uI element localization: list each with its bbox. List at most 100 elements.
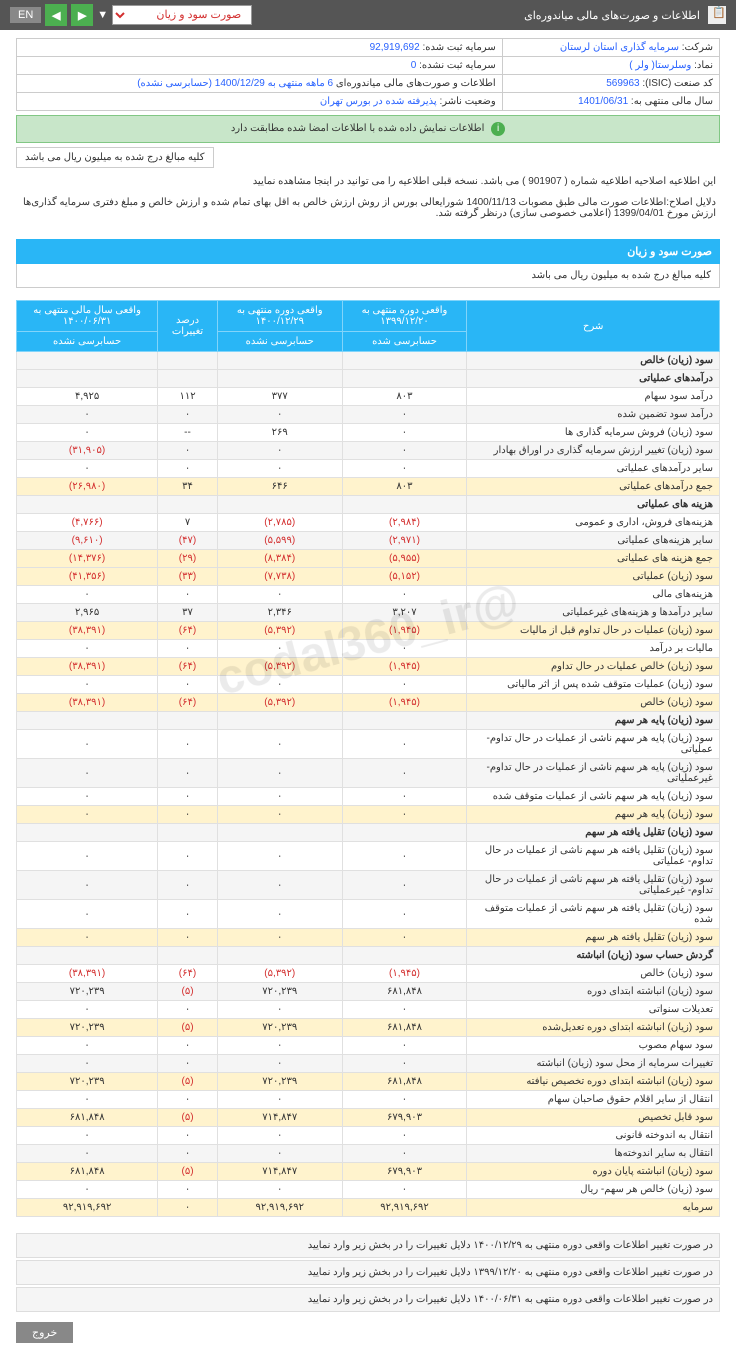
table-row: سود (زیان) خالص [17,352,720,370]
cell-c1: (۱,۹۴۵) [342,694,467,712]
cell-c2: (۵,۳۹۲) [217,965,342,983]
th-col1: واقعی دوره منتهی به ۱۳۹۹/۱۲/۲۰ [342,301,467,332]
footer-notes: در صورت تغییر اطلاعات واقعی دوره منتهی ب… [16,1233,720,1312]
isic-value: 569963 [606,78,639,89]
cell-c4: ۰ [17,759,158,788]
cell-c1: ۰ [342,1037,467,1055]
row-label: تغییرات سرمایه از محل سود (زیان) انباشته [467,1055,720,1073]
table-row: سود سهام‌ مصوب۰۰۰۰ [17,1037,720,1055]
cell-c4: ۰ [17,640,158,658]
main-subtitle: کلیه مبالغ درج شده به میلیون ریال می باش… [16,264,720,288]
table-row: درآمد سود تضمین شده۰۰۰۰ [17,406,720,424]
th-col4-sub: حسابرسی نشده [17,332,158,352]
cell-c1 [342,824,467,842]
cell-c3: ۰ [158,871,218,900]
cell-c3: ۰ [158,442,218,460]
cell-c1: (۱,۹۴۵) [342,965,467,983]
cell-c3: (۳۳) [158,568,218,586]
row-label: هزینه های عملیاتی [467,496,720,514]
row-label: انتقال به سایر اندوخته‌ها [467,1145,720,1163]
cell-c1: ۰ [342,442,467,460]
table-row: سود (زیان) انباشته‌ پایان‌ دوره۶۷۹,۹۰۳۷۱… [17,1163,720,1181]
table-row: سود (زیان) پایه هر سهم۰۰۰۰ [17,806,720,824]
cell-c3: (۶۴) [158,658,218,676]
row-label: جمع درآمدهای عملیاتی [467,478,720,496]
report-select[interactable]: صورت سود و زیان [112,5,252,25]
cell-c1: (۲,۹۸۴) [342,514,467,532]
footer-note-3: در صورت تغییر اطلاعات واقعی دوره منتهی ب… [16,1287,720,1312]
row-label: جمع هزینه های عملیاتی [467,550,720,568]
cell-c2: ۰ [217,929,342,947]
row-label: سود (زیان) خالص هر سهم- ریال [467,1181,720,1199]
table-row: سود (زیان) تقلیل یافته هر سهم ناشی از عم… [17,842,720,871]
th-col2-sub: حسابرسی نشده [217,332,342,352]
cell-c2: ۰ [217,1181,342,1199]
cell-c1 [342,352,467,370]
row-label: سرمایه [467,1199,720,1217]
cell-c2 [217,370,342,388]
cell-c1: ۰ [342,676,467,694]
nav-prev[interactable]: ◀ [45,4,67,26]
cell-c1: (۵,۱۵۲) [342,568,467,586]
cell-c3: ۳۴ [158,478,218,496]
table-row: سود (زیان) انباشته ابتدای دوره۶۸۱,۸۴۸۷۲۰… [17,983,720,1001]
row-label: سود (زیان) پایه هر سهم [467,806,720,824]
cell-c2: ۰ [217,1145,342,1163]
cell-c3: (۵) [158,983,218,1001]
row-label: انتقال به اندوخته‌ قانونی [467,1127,720,1145]
nav-next[interactable]: ▶ [71,4,93,26]
row-label: سود (زیان) انباشته ابتدای دوره تخصیص نیا… [467,1073,720,1091]
cell-c1: (۱,۹۴۵) [342,658,467,676]
table-row: سود (زیان) انباشته ابتدای دوره تخصیص نیا… [17,1073,720,1091]
cell-c1: ۳,۲۰۷ [342,604,467,622]
table-row: تعدیلات سنواتی۰۰۰۰ [17,1001,720,1019]
cell-c1 [342,370,467,388]
cell-c4: ۷۲۰,۲۳۹ [17,983,158,1001]
th-col3: درصد تغییرات [158,301,218,352]
cell-c3 [158,496,218,514]
cell-c4: ۰ [17,730,158,759]
cell-c3: ۱۱۲ [158,388,218,406]
cell-c4: (۳۸,۳۹۱) [17,694,158,712]
cell-c4: ۰ [17,1055,158,1073]
row-label: سود (زیان) تقلیل یافته هر سهم [467,824,720,842]
th-col1-sub: حسابرسی شده [342,332,467,352]
cell-c2: ۹۲,۹۱۹,۶۹۲ [217,1199,342,1217]
cell-c1: ۰ [342,1055,467,1073]
dropdown-icon[interactable]: ▼ [97,9,108,21]
cell-c2: ۰ [217,640,342,658]
exit-button[interactable]: خروج [16,1322,73,1343]
cell-c2: ۰ [217,730,342,759]
cell-c3 [158,712,218,730]
doc-icon: 📋 [708,6,726,24]
table-row: مالیات بر درآمد۰۰۰۰ [17,640,720,658]
cell-c4: ۰ [17,1001,158,1019]
row-label: سود (زیان) پایه هر سهم ناشی از عملیات در… [467,730,720,759]
cell-c2: ۰ [217,806,342,824]
verification-bar: i اطلاعات نمایش داده شده با اطلاعات امضا… [16,115,720,143]
table-row: انتقال به اندوخته‌ قانونی۰۰۰۰ [17,1127,720,1145]
cell-c2: (۷,۷۳۸) [217,568,342,586]
cell-c2: (۵,۳۹۲) [217,622,342,640]
row-label: گردش حساب سود (زیان) انباشته [467,947,720,965]
cell-c2: ۰ [217,871,342,900]
cell-c3: (۴۷) [158,532,218,550]
cell-c4 [17,370,158,388]
cell-c1: ۰ [342,900,467,929]
cell-c2: ۶۴۶ [217,478,342,496]
capunreg-value: 0 [411,60,417,71]
cell-c4: ۰ [17,586,158,604]
cell-c3: ۰ [158,1037,218,1055]
green-bar-text: اطلاعات نمایش داده شده با اطلاعات امضا ش… [231,123,485,134]
cell-c4: (۴۱,۳۵۶) [17,568,158,586]
lang-en[interactable]: EN [10,7,41,23]
cell-c2: ۰ [217,788,342,806]
cell-c3: ۷ [158,514,218,532]
table-row: سود (زیان) عملیات متوقف شده پس از اثر ما… [17,676,720,694]
cell-c3 [158,947,218,965]
cell-c1: ۰ [342,842,467,871]
reason-note: دلایل اصلاح:اطلاعات صورت مالی طبق مصوبات… [16,193,720,223]
row-label: سود (زیان) پایه هر سهم ناشی از عملیات در… [467,759,720,788]
table-row: سود (زیان) عملیاتی(۵,۱۵۲)(۷,۷۳۸)(۳۳)(۴۱,… [17,568,720,586]
cell-c2: ۲۶۹ [217,424,342,442]
